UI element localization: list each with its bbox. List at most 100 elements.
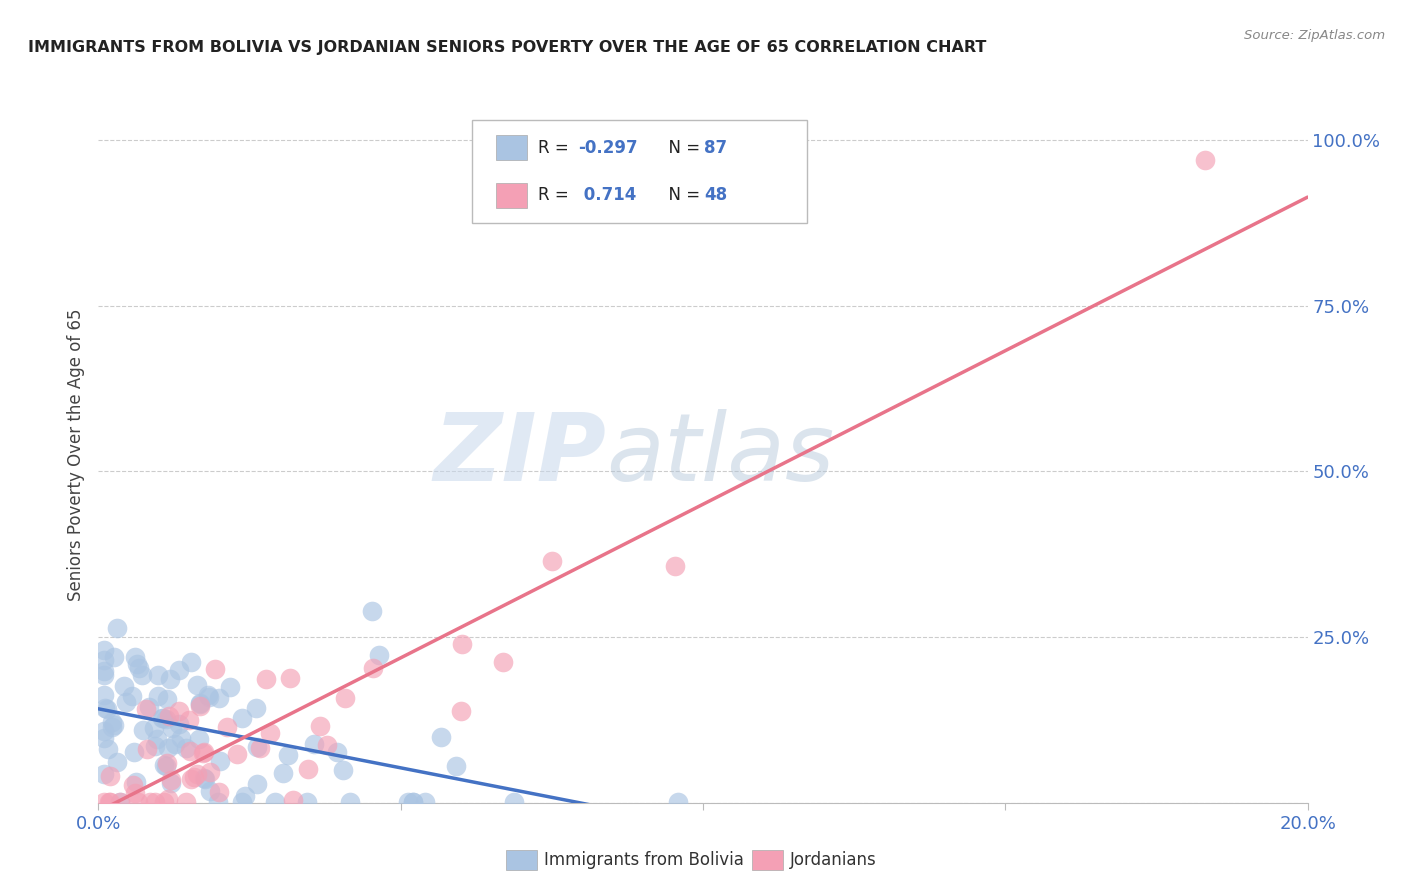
Point xyxy=(188,696,211,710)
Point xyxy=(219,680,242,694)
Point xyxy=(204,662,226,676)
Point xyxy=(200,764,222,779)
Point xyxy=(143,739,166,753)
Point xyxy=(97,741,120,756)
Point xyxy=(96,702,118,716)
Point xyxy=(368,648,391,662)
Point xyxy=(186,678,208,692)
Point xyxy=(122,778,145,792)
Point xyxy=(444,759,467,773)
Point xyxy=(93,767,115,781)
Point xyxy=(132,723,155,737)
Point xyxy=(188,731,211,746)
Text: Immigrants from Bolivia: Immigrants from Bolivia xyxy=(544,851,744,869)
Point xyxy=(93,795,115,809)
Text: IMMIGRANTS FROM BOLIVIA VS JORDANIAN SENIORS POVERTY OVER THE AGE OF 65 CORRELAT: IMMIGRANTS FROM BOLIVIA VS JORDANIAN SEN… xyxy=(28,40,987,55)
Text: 0.714: 0.714 xyxy=(578,186,636,204)
Point xyxy=(145,795,167,809)
Point xyxy=(208,691,231,706)
Point xyxy=(191,746,214,760)
Point xyxy=(135,701,157,715)
Point xyxy=(121,689,143,703)
Point xyxy=(136,741,159,756)
Point xyxy=(124,650,146,665)
Point xyxy=(100,769,122,783)
Point xyxy=(167,704,190,718)
Point xyxy=(93,642,115,657)
Point xyxy=(198,783,221,797)
Point xyxy=(401,795,423,809)
Point xyxy=(179,714,201,728)
Point xyxy=(1194,153,1216,167)
Point xyxy=(146,689,169,703)
Point xyxy=(249,741,271,756)
Text: atlas: atlas xyxy=(606,409,835,500)
Point xyxy=(666,795,689,809)
Point xyxy=(128,661,150,675)
Point xyxy=(114,695,136,709)
Point xyxy=(280,671,302,685)
Point xyxy=(180,655,202,669)
Point xyxy=(208,754,231,768)
Point xyxy=(122,745,145,759)
Point xyxy=(124,786,146,800)
Point xyxy=(246,777,269,791)
Point xyxy=(429,730,451,744)
Point xyxy=(156,756,179,771)
Point xyxy=(193,745,215,759)
Point xyxy=(492,655,515,669)
Text: N =: N = xyxy=(658,186,706,204)
Point xyxy=(231,711,253,725)
Point xyxy=(363,661,385,675)
Point xyxy=(174,795,197,809)
Point xyxy=(207,795,229,809)
Point xyxy=(93,653,115,667)
Point xyxy=(93,701,115,715)
Point xyxy=(174,741,197,756)
Point xyxy=(103,649,125,664)
Point xyxy=(139,795,162,809)
Point xyxy=(332,763,354,777)
Point xyxy=(188,697,211,711)
Point xyxy=(193,771,215,785)
Point xyxy=(153,795,176,809)
Point xyxy=(194,772,217,787)
Text: Jordanians: Jordanians xyxy=(790,851,877,869)
Point xyxy=(100,715,122,730)
Point xyxy=(326,745,349,759)
Point xyxy=(540,554,562,568)
Point xyxy=(233,789,256,804)
Point xyxy=(98,795,121,809)
Point xyxy=(281,793,304,807)
Point xyxy=(450,636,472,650)
Y-axis label: Seniors Poverty Over the Age of 65: Seniors Poverty Over the Age of 65 xyxy=(67,309,86,601)
Point xyxy=(198,690,221,705)
Point xyxy=(215,721,238,735)
Point xyxy=(316,738,339,752)
Text: ZIP: ZIP xyxy=(433,409,606,501)
Point xyxy=(167,663,190,677)
Point xyxy=(308,718,330,732)
Point xyxy=(167,717,190,731)
Point xyxy=(112,680,135,694)
Point xyxy=(339,795,361,809)
Point xyxy=(124,775,146,789)
Point xyxy=(226,747,249,761)
Point xyxy=(664,559,686,574)
Text: 48: 48 xyxy=(704,186,727,204)
Text: R =: R = xyxy=(538,138,575,157)
Point xyxy=(207,785,229,799)
Point xyxy=(450,704,472,718)
Point xyxy=(157,792,180,806)
Point xyxy=(197,688,219,702)
Point xyxy=(162,721,184,735)
Point xyxy=(101,720,124,734)
Point xyxy=(190,699,212,714)
Point xyxy=(155,758,177,772)
Point xyxy=(246,739,269,754)
Point xyxy=(108,795,131,809)
Point xyxy=(152,711,174,725)
Point xyxy=(160,773,183,788)
Point xyxy=(93,731,115,746)
Point xyxy=(105,755,128,769)
